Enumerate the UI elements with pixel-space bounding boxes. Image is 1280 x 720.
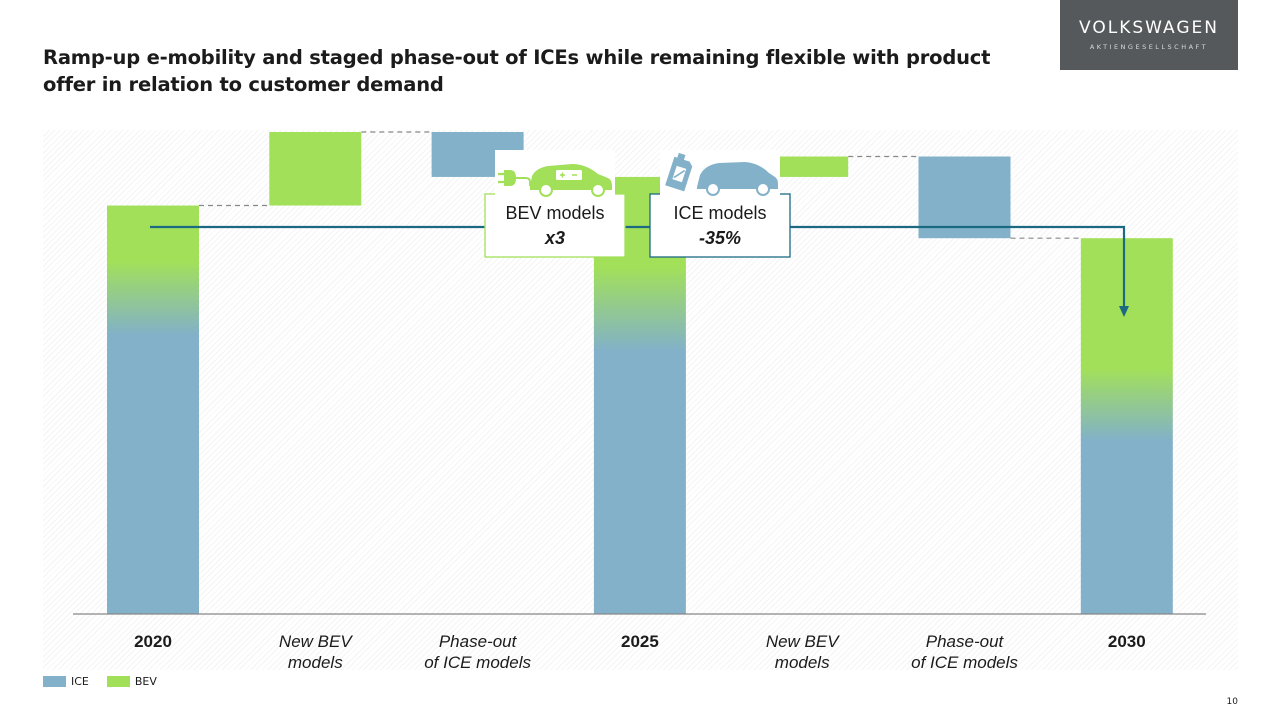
- logo-name: VOLKSWAGEN: [1079, 18, 1219, 38]
- x-tick-label-1: New BEV: [279, 632, 353, 651]
- fuel-can-car-icon: [665, 152, 778, 196]
- x-tick-label-4: New BEV: [766, 632, 840, 651]
- callout-ice-label: ICE models: [673, 203, 766, 223]
- x-tick-label-6: 2030: [1108, 632, 1146, 651]
- bar-delta-ice-5: [918, 156, 1011, 239]
- bracket-line: [150, 225, 1126, 308]
- callout-bev-value: x3: [544, 228, 565, 248]
- bar-delta-bev-1: [269, 132, 362, 206]
- x-tick-label-3: 2025: [621, 632, 659, 651]
- callout-ice-box: [649, 193, 791, 258]
- page-title: Ramp-up e-mobility and staged phase-out …: [43, 46, 991, 96]
- ev-charging-car-icon: [498, 164, 612, 197]
- page-number: 10: [1226, 697, 1238, 707]
- legend-item-ice: ICE: [43, 675, 89, 688]
- bar-total-2030: [1080, 238, 1173, 615]
- x-tick-label-0: 2020: [134, 632, 172, 651]
- callout-bev-box: [484, 193, 626, 258]
- callout-bev-label: BEV models: [505, 203, 604, 223]
- bracket-arrowhead: [1119, 306, 1129, 317]
- x-tick-label-2-line2: of ICE models: [424, 653, 531, 672]
- legend-label-bev: BEV: [134, 675, 157, 688]
- legend-swatch-ice: [43, 676, 66, 687]
- legend-item-bev: BEV: [106, 675, 157, 688]
- bars-group: [107, 132, 1173, 615]
- bracket-arrow: [148, 225, 1129, 317]
- legend: ICE BEV: [43, 675, 175, 688]
- x-tick-label-5-line2: of ICE models: [911, 653, 1018, 672]
- bar-total-2020: [107, 205, 199, 614]
- x-axis-labels: 2020 New BEV models Phase-out of ICE models 2…: [134, 632, 1146, 672]
- x-tick-label-1-line2: models: [288, 653, 343, 672]
- callout-ice: ICE models -35%: [649, 150, 791, 258]
- legend-swatch-bev: [106, 676, 130, 687]
- x-tick-label-5: Phase-out: [926, 632, 1005, 651]
- x-tick-label-2: Phase-out: [439, 632, 518, 651]
- volkswagen-logo: VOLKSWAGEN AKTIENGESELLSCHAFT: [1060, 0, 1238, 70]
- legend-label-ice: ICE: [71, 675, 89, 688]
- callout-ice-value: -35%: [699, 228, 741, 248]
- logo-subtitle: AKTIENGESELLSCHAFT: [1089, 43, 1209, 51]
- x-tick-label-4-line2: models: [775, 653, 830, 672]
- callout-bev: BEV models x3: [484, 150, 626, 258]
